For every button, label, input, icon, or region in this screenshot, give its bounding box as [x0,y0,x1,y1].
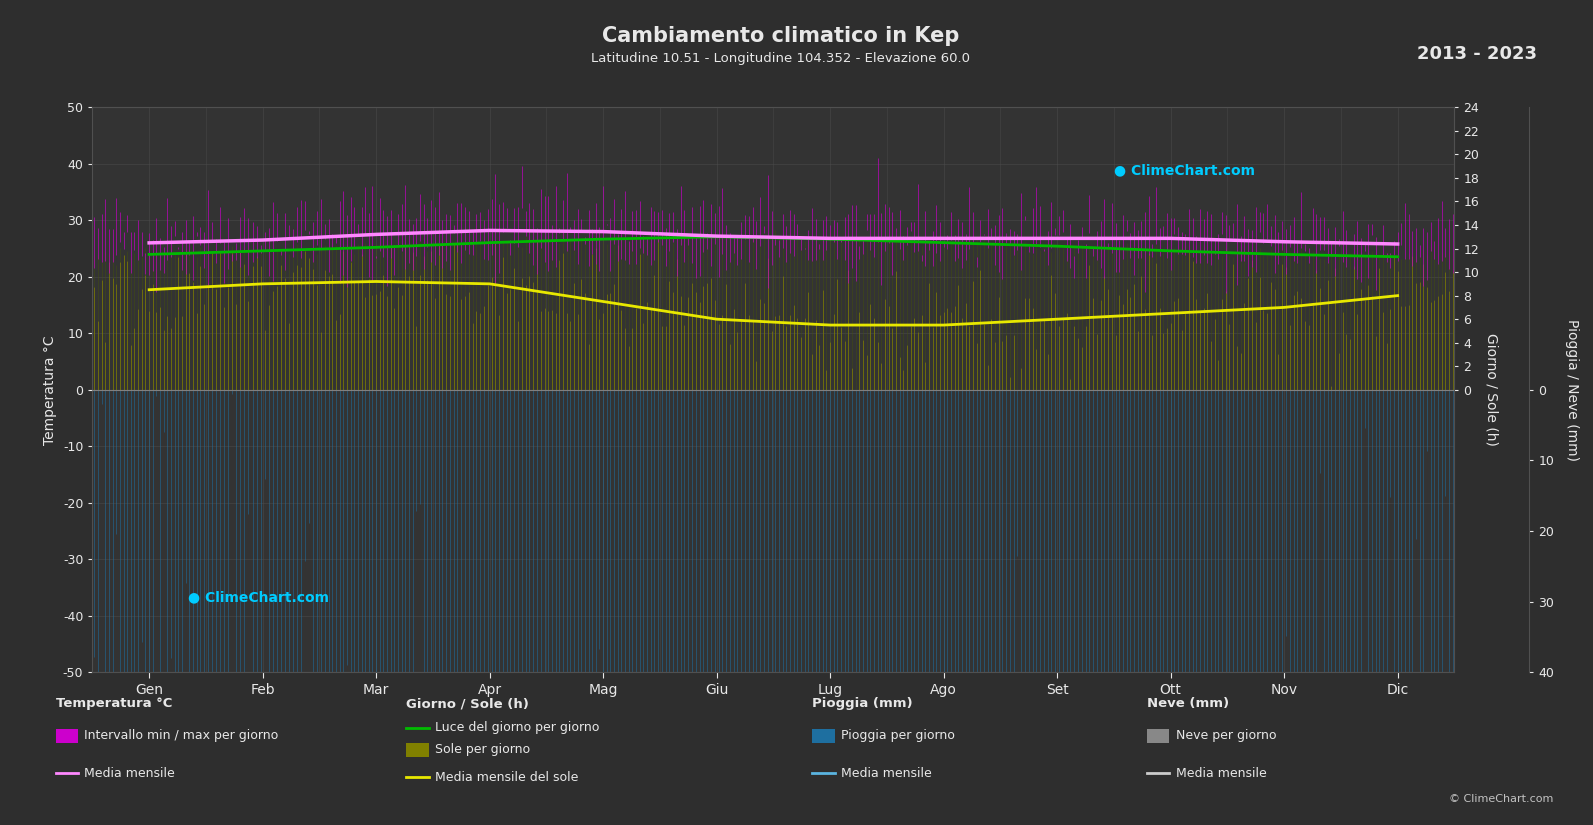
Text: Intervallo min / max per giorno: Intervallo min / max per giorno [84,729,279,742]
Text: Neve (mm): Neve (mm) [1147,697,1230,710]
Text: Luce del giorno per giorno: Luce del giorno per giorno [435,721,599,734]
Text: Sole per giorno: Sole per giorno [435,743,530,757]
Text: Media mensile: Media mensile [84,766,175,780]
Text: Cambiamento climatico in Kep: Cambiamento climatico in Kep [602,26,959,46]
Text: ● ClimeChart.com: ● ClimeChart.com [1114,163,1255,177]
Text: ● ClimeChart.com: ● ClimeChart.com [188,591,328,605]
Text: Media mensile: Media mensile [1176,766,1266,780]
Text: Giorno / Sole (h): Giorno / Sole (h) [406,697,529,710]
Text: Temperatura °C: Temperatura °C [56,697,172,710]
Text: Pioggia per giorno: Pioggia per giorno [841,729,954,742]
Text: Latitudine 10.51 - Longitudine 104.352 - Elevazione 60.0: Latitudine 10.51 - Longitudine 104.352 -… [591,52,970,65]
Text: Pioggia (mm): Pioggia (mm) [812,697,913,710]
Y-axis label: Temperatura °C: Temperatura °C [43,335,57,445]
Y-axis label: Pioggia / Neve (mm): Pioggia / Neve (mm) [1566,318,1579,461]
Text: Media mensile: Media mensile [841,766,932,780]
Y-axis label: Giorno / Sole (h): Giorno / Sole (h) [1485,333,1499,446]
Text: Neve per giorno: Neve per giorno [1176,729,1276,742]
Text: Media mensile del sole: Media mensile del sole [435,771,578,784]
Text: 2013 - 2023: 2013 - 2023 [1418,45,1537,64]
Text: © ClimeChart.com: © ClimeChart.com [1448,794,1553,804]
